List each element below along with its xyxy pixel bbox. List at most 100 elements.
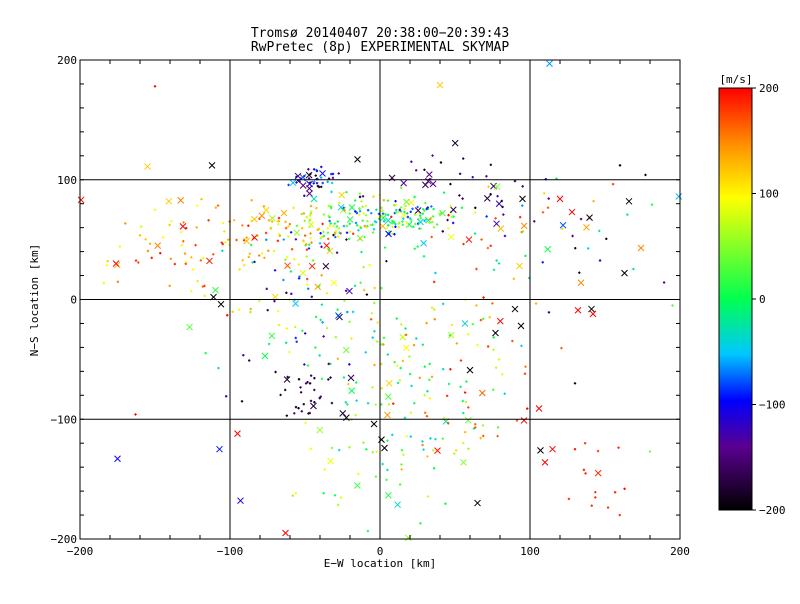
- data-point: [408, 355, 411, 358]
- data-point: [243, 264, 246, 267]
- data-point: [280, 209, 288, 217]
- data-point: [325, 291, 329, 295]
- data-point: [409, 210, 412, 213]
- data-point: [338, 201, 341, 204]
- data-point: [365, 448, 368, 451]
- data-point: [445, 394, 449, 398]
- data-point: [594, 490, 597, 494]
- data-point: [313, 180, 316, 183]
- data-point: [320, 303, 324, 306]
- data-point: [345, 231, 349, 234]
- data-point: [303, 363, 306, 366]
- data-point: [408, 372, 412, 376]
- data-point: [432, 467, 436, 470]
- data-point: [358, 238, 362, 241]
- data-point: [303, 332, 307, 335]
- data-point: [331, 176, 335, 180]
- data-point: [319, 176, 323, 179]
- data-point: [361, 219, 364, 222]
- data-point: [511, 339, 514, 343]
- data-point: [173, 262, 177, 266]
- data-point: [403, 198, 410, 206]
- data-point: [342, 346, 350, 354]
- data-point: [675, 193, 683, 200]
- data-point: [268, 332, 276, 340]
- data-point: [650, 203, 654, 206]
- data-point: [277, 222, 280, 226]
- data-point: [495, 259, 498, 262]
- data-point: [183, 252, 187, 255]
- data-point: [447, 227, 450, 230]
- data-point: [190, 289, 193, 293]
- data-point: [626, 213, 629, 216]
- data-point: [328, 224, 332, 228]
- data-point: [251, 234, 258, 241]
- data-point: [384, 217, 392, 224]
- data-point: [497, 358, 501, 361]
- data-point: [342, 206, 345, 210]
- data-point: [309, 217, 312, 221]
- data-point: [315, 169, 319, 173]
- data-point: [520, 230, 523, 234]
- data-point: [243, 237, 250, 245]
- colorbar-tick-label: 200: [759, 82, 779, 95]
- data-point: [449, 182, 452, 186]
- data-point: [391, 222, 394, 225]
- data-point: [546, 206, 550, 209]
- data-point: [319, 318, 322, 322]
- data-point: [462, 411, 465, 415]
- data-point: [385, 226, 389, 230]
- data-point: [354, 221, 358, 225]
- data-point: [194, 243, 197, 247]
- data-point: [277, 232, 281, 236]
- data-point: [424, 201, 427, 205]
- data-point: [303, 194, 306, 197]
- data-point: [520, 222, 528, 230]
- data-point: [458, 194, 461, 197]
- data-point: [314, 315, 318, 319]
- data-point: [310, 210, 313, 213]
- data-point: [317, 185, 321, 189]
- data-point: [208, 162, 216, 169]
- data-point: [364, 351, 367, 354]
- data-point: [426, 390, 429, 393]
- data-point: [380, 209, 384, 212]
- data-point: [410, 384, 413, 388]
- data-point: [485, 215, 488, 218]
- data-point: [345, 238, 348, 241]
- data-point: [441, 437, 444, 440]
- data-point: [370, 420, 378, 428]
- data-point: [394, 200, 397, 203]
- data-point: [512, 277, 516, 280]
- data-point: [414, 207, 422, 214]
- data-point: [306, 185, 313, 192]
- data-point: [148, 242, 152, 246]
- data-point: [334, 235, 337, 239]
- data-point: [398, 483, 402, 486]
- data-point: [644, 173, 647, 177]
- data-point: [401, 220, 404, 223]
- data-point: [395, 317, 398, 320]
- data-point: [227, 238, 230, 241]
- data-point: [385, 230, 392, 238]
- data-point: [583, 224, 590, 231]
- data-point: [257, 254, 261, 257]
- data-point: [226, 314, 229, 317]
- data-point: [582, 468, 586, 472]
- data-point: [342, 224, 346, 228]
- x-axis-label: E−W location [km]: [324, 557, 437, 570]
- data-point: [613, 491, 617, 494]
- data-point: [190, 256, 193, 259]
- data-point: [267, 219, 271, 222]
- data-point: [370, 211, 373, 215]
- data-point: [245, 236, 248, 239]
- data-point: [503, 392, 506, 395]
- data-point: [432, 226, 436, 229]
- data-point: [596, 449, 600, 453]
- data-point: [320, 274, 323, 277]
- data-point: [336, 503, 340, 507]
- data-point: [395, 208, 398, 212]
- data-point: [295, 224, 299, 228]
- data-point: [404, 204, 407, 208]
- data-point: [482, 434, 485, 438]
